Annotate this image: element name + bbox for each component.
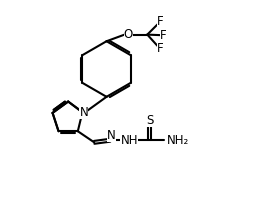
Text: NH: NH — [120, 134, 138, 147]
Text: O: O — [124, 28, 133, 41]
Text: NH₂: NH₂ — [167, 134, 189, 147]
Text: N: N — [79, 106, 88, 119]
Text: F: F — [157, 15, 163, 28]
Text: N: N — [107, 129, 115, 142]
Text: F: F — [160, 29, 167, 42]
Text: S: S — [146, 114, 153, 127]
Text: F: F — [157, 42, 163, 55]
